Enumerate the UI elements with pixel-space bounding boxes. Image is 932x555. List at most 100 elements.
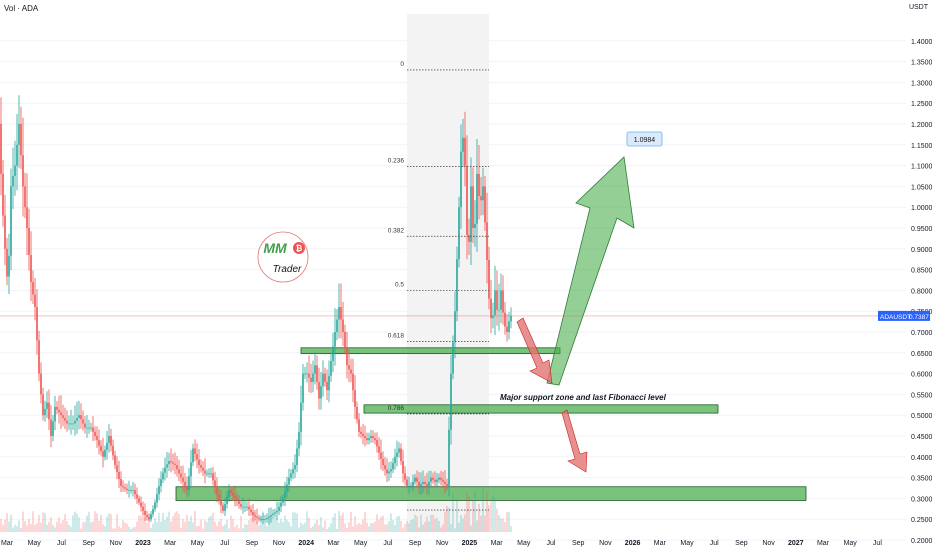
candle-body xyxy=(258,517,260,520)
volume-bar xyxy=(492,495,494,532)
candle-body xyxy=(324,373,326,382)
volume-bar xyxy=(344,523,346,532)
candle-body xyxy=(180,473,182,478)
volume-bar xyxy=(224,524,226,532)
candle-body xyxy=(30,255,32,283)
volume-bar xyxy=(186,514,188,532)
candle-body xyxy=(404,473,406,480)
candle-body xyxy=(408,485,410,487)
candle-body xyxy=(302,373,304,403)
volume-bar xyxy=(400,520,402,532)
candle-body xyxy=(428,481,430,486)
volume-bar xyxy=(106,516,108,532)
volume-bar xyxy=(464,514,466,532)
candle-body xyxy=(420,483,422,486)
volume-bar xyxy=(498,515,500,532)
candle-body xyxy=(278,506,280,511)
volume-bar xyxy=(8,521,10,532)
candle-body xyxy=(296,448,298,466)
candle-body xyxy=(478,173,480,197)
candle-body xyxy=(98,440,100,446)
candle-body xyxy=(356,406,358,420)
candle-body xyxy=(146,515,148,518)
volume-bar xyxy=(408,523,410,532)
volume-bar xyxy=(234,527,236,532)
x-tick-label: Nov xyxy=(273,540,286,547)
candle-body xyxy=(370,436,372,439)
candle-body xyxy=(484,186,486,223)
volume-bar xyxy=(364,512,366,532)
candle-body xyxy=(104,449,106,457)
volume-bar xyxy=(166,516,168,532)
candle-body xyxy=(206,473,208,475)
volume-bar xyxy=(42,512,44,532)
volume-bar xyxy=(226,519,228,532)
volume-bar xyxy=(86,515,88,532)
candle-body xyxy=(354,390,356,407)
candle-body xyxy=(458,207,460,260)
candle-body xyxy=(494,290,496,316)
volume-bar xyxy=(426,516,428,532)
candle-body xyxy=(84,423,86,428)
volume-bar xyxy=(248,520,250,532)
x-tick-label: 2027 xyxy=(788,540,804,547)
candle-body xyxy=(116,465,118,473)
candle-body xyxy=(268,516,270,518)
candle-body xyxy=(178,469,180,474)
candle-body xyxy=(348,365,350,370)
candle-body xyxy=(454,311,456,343)
candle-body xyxy=(144,510,146,516)
candle-body xyxy=(28,228,30,256)
volume-bar xyxy=(152,523,154,532)
candle-body xyxy=(340,307,342,320)
volume-bar xyxy=(496,508,498,532)
symbol-label: ADAUSDT xyxy=(880,314,911,321)
volume-bar xyxy=(276,518,278,532)
y-tick-label: 1.1500 xyxy=(911,143,932,150)
candle-body xyxy=(254,515,256,517)
candle-body xyxy=(66,420,68,424)
candle-body xyxy=(492,315,494,319)
candle-body xyxy=(342,319,344,332)
candle-body xyxy=(10,186,12,256)
volume-bar xyxy=(116,514,118,532)
logo-subtext: Trader xyxy=(273,264,302,275)
x-tick-label: Jul xyxy=(383,540,392,547)
volume-bar xyxy=(356,524,358,532)
volume-bar xyxy=(188,521,190,532)
candle-body xyxy=(292,469,294,474)
candle-body xyxy=(398,448,400,453)
candle-body xyxy=(362,433,364,436)
volume-bar xyxy=(212,512,214,532)
candle-body xyxy=(188,476,190,491)
volume-bar xyxy=(406,520,408,532)
candle-body xyxy=(280,502,282,507)
candle-body xyxy=(442,479,444,482)
candle-body xyxy=(54,406,56,422)
volume-bar xyxy=(156,522,158,532)
candle-body xyxy=(470,186,472,242)
candle-body xyxy=(200,465,202,468)
volume-bar xyxy=(404,523,406,532)
candle-body xyxy=(350,369,352,374)
volume-bar xyxy=(0,518,2,532)
candle-body xyxy=(376,440,378,447)
volume-bar xyxy=(232,519,234,532)
candle-body xyxy=(14,165,16,176)
y-tick-label: 0.3500 xyxy=(911,476,932,483)
candle-body xyxy=(330,361,332,376)
candle-body xyxy=(112,445,114,456)
volume-bar xyxy=(250,517,252,532)
candle-body xyxy=(446,483,448,486)
volume-bar xyxy=(94,511,96,532)
candle-body xyxy=(140,502,142,507)
volume-bar xyxy=(350,511,352,532)
candle-body xyxy=(372,436,374,439)
volume-bar xyxy=(384,524,386,532)
volume-bar xyxy=(88,511,90,532)
candle-body xyxy=(160,479,162,486)
volume-bar xyxy=(60,523,62,532)
candle-body xyxy=(328,375,330,391)
volume-bar xyxy=(160,521,162,532)
